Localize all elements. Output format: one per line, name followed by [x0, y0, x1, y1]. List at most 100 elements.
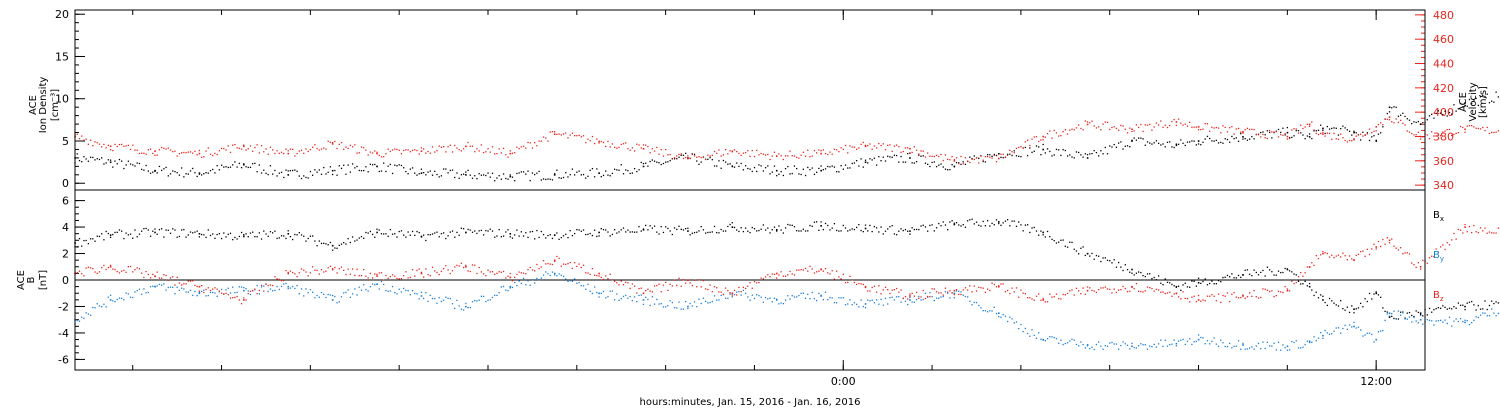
field-series-bz-point: [911, 292, 913, 295]
field-series-by-point: [742, 289, 745, 292]
velocity-series-point: [1368, 128, 1371, 130]
field-series-bz-point: [296, 275, 298, 278]
density-series-point: [1162, 143, 1164, 145]
field-series-bx-point: [1109, 260, 1111, 262]
field-series-by-point: [907, 303, 909, 306]
velocity-series-point: [973, 158, 975, 161]
field-series-by-point: [236, 291, 238, 293]
field-series-bx-point: [243, 234, 245, 236]
field-series-bz-point: [660, 291, 662, 293]
velocity-label-line3: [km/s]: [1478, 86, 1489, 118]
velocity-series-point: [1209, 130, 1211, 132]
velocity-series-point: [389, 150, 391, 153]
field-series-bx-point: [1286, 268, 1289, 270]
field-series-bx-point: [618, 231, 620, 233]
field-series-bx-point: [1162, 284, 1164, 286]
velocity-series-point: [329, 141, 332, 143]
field-series-by-point: [1366, 332, 1368, 334]
field-series-bx-point: [1495, 301, 1497, 303]
field-series-by-point: [1078, 345, 1080, 347]
field-series-by-point: [123, 299, 125, 301]
velocity-series-point: [396, 148, 398, 151]
density-series-point: [198, 173, 201, 175]
field-series-bz-point: [598, 275, 600, 277]
field-series-bx-point: [1266, 266, 1269, 268]
field-series-bz-point: [1315, 255, 1317, 257]
velocity-series-point: [700, 156, 702, 159]
field-series-bz-point: [1482, 230, 1484, 232]
velocity-series-point: [689, 157, 691, 159]
field-series-by-point: [494, 294, 496, 297]
field-series-by-point: [1191, 343, 1193, 346]
density-series-point: [1071, 156, 1073, 158]
field-series-by-point: [929, 291, 931, 294]
velocity-series-point: [811, 155, 813, 157]
field-series-bz-point: [1411, 262, 1413, 264]
field-series-by-point: [1446, 322, 1448, 325]
velocity-series-point: [1486, 126, 1488, 129]
field-series-bz-point: [1206, 295, 1209, 297]
velocity-series-point: [136, 149, 138, 151]
density-series-point: [1095, 151, 1098, 154]
density-series-point: [847, 167, 849, 169]
velocity-series-point: [331, 141, 334, 144]
field-series-bx-point: [405, 236, 407, 238]
velocity-series-point: [154, 150, 156, 152]
field-series-by-point: [1482, 312, 1484, 314]
field-series-bz-point: [1393, 245, 1395, 247]
field-series-by-point: [1384, 319, 1386, 322]
field-series-bx-point: [1282, 271, 1284, 274]
field-series-bz-point: [1464, 226, 1466, 228]
density-series-point: [218, 169, 221, 171]
velocity-series-point: [367, 154, 369, 156]
field-series-bz-point: [347, 268, 349, 270]
field-series-by: [74, 271, 1500, 351]
field-series-by-point: [1193, 341, 1195, 343]
velocity-series-point: [198, 149, 201, 152]
field-series-bz-point: [986, 288, 989, 290]
field-series-by-point: [955, 290, 958, 292]
field-series-bz-point: [862, 283, 864, 286]
field-series-by-point: [1313, 336, 1315, 338]
field-series-bx-point: [585, 233, 587, 236]
field-series-bz-point: [1089, 287, 1091, 289]
velocity-series-point: [716, 152, 718, 155]
field-series-bx-point: [320, 242, 323, 245]
field-series-bz-point: [1064, 294, 1066, 296]
density-series-point: [482, 174, 485, 176]
field-series-by-point: [560, 274, 562, 276]
density-series-point: [989, 154, 991, 156]
velocity-series-point: [951, 156, 953, 158]
density-series-point: [83, 156, 85, 158]
velocity-series-point: [904, 147, 907, 149]
field-series-by-point: [898, 296, 900, 298]
field-series-bz-point: [1066, 292, 1069, 295]
field-series-by-point: [554, 274, 556, 276]
field-series-bx-point: [749, 231, 751, 234]
density-series-point: [1411, 122, 1413, 125]
field-series-by-point: [616, 293, 618, 295]
field-series-bx-point: [467, 228, 469, 231]
field-series-bx-point: [598, 235, 600, 237]
field-series-by-point: [1129, 348, 1131, 350]
density-series-point: [680, 154, 682, 156]
field-series-bx-point: [1377, 294, 1380, 296]
field-series-by-point: [1237, 340, 1240, 342]
field-series-bz-point: [1255, 296, 1257, 298]
field-series-bx-point: [1124, 264, 1126, 266]
field-series-bx-point: [1271, 271, 1273, 273]
density-series-point: [429, 170, 431, 172]
velocity-series-point: [1006, 154, 1009, 156]
field-series-bx-point: [1131, 272, 1133, 274]
density-series-point: [167, 175, 169, 177]
field-series-bz-point: [649, 290, 651, 292]
velocity-series-point: [167, 147, 169, 149]
field-series-bz-point: [598, 272, 600, 275]
field-series-bx-point: [1324, 301, 1326, 304]
density-series-point: [807, 166, 809, 169]
field-series-bx-point: [613, 228, 616, 231]
velocity-series-point: [1144, 124, 1146, 126]
field-series-by-point: [391, 285, 394, 288]
field-series-by-point: [220, 288, 223, 291]
field-series-bz-point: [775, 272, 778, 275]
